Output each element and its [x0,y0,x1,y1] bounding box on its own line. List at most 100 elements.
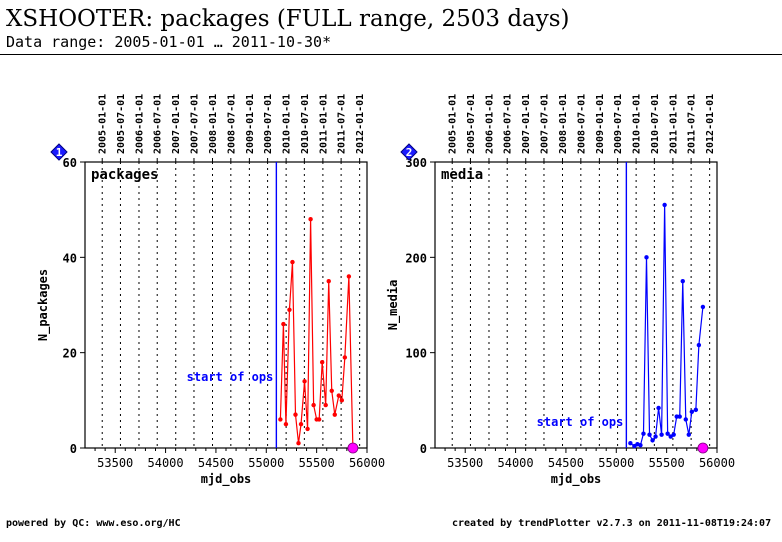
top-axis-date-label-2: 2010-07-01 [650,94,661,154]
top-axis-date-label-1: 2005-07-01 [116,94,127,154]
top-axis-date-label-1: 2008-07-01 [226,94,237,154]
data-point-2 [638,442,643,448]
top-axis-date-label-2: 2006-01-01 [484,94,495,154]
panel-label-1: packages [91,167,158,183]
data-point-2 [680,278,685,284]
data-point-2 [696,342,702,348]
top-axis-date-label-2: 2008-01-01 [558,94,569,154]
y-tick-label-1: 40 [63,251,77,265]
data-point-1 [293,412,298,417]
x-tick-label-1: 53500 [97,456,133,470]
top-axis-date-label-2: 2011-01-01 [668,94,679,154]
top-axis-date-label-2: 2005-01-01 [448,94,459,154]
data-point-1 [302,379,307,384]
data-point-2 [647,432,652,437]
data-point-2 [641,431,646,436]
data-point-1 [278,417,283,422]
start-of-ops-label-1: start of ops [187,370,274,384]
top-axis-date-label-1: 2007-01-01 [171,94,182,154]
top-axis-date-label-2: 2009-07-01 [613,94,624,154]
data-point-2 [683,417,688,422]
data-point-1 [332,412,337,417]
start-of-ops-label-2: start of ops [537,415,624,429]
data-point-2 [686,432,691,437]
panel-badge-number-1: 1 [56,146,63,159]
data-point-2 [628,441,633,446]
x-tick-label-1: 54000 [148,456,184,470]
top-axis-date-label-1: 2007-07-01 [189,94,200,154]
x-tick-label-1: 54500 [198,456,234,470]
y-tick-label-2: 100 [405,347,427,361]
data-point-2 [662,202,667,208]
data-point-1 [298,421,304,427]
top-axis-date-label-1: 2006-07-01 [153,94,164,154]
x-tick-label-1: 55500 [299,456,335,470]
data-point-1 [323,402,328,408]
y-tick-label-1: 60 [63,156,77,170]
top-axis-date-label-2: 2008-07-01 [576,94,587,154]
top-axis-date-label-1: 2005-01-01 [98,94,109,154]
top-axis-date-label-1: 2012-01-01 [355,94,366,154]
data-point-1 [339,398,345,403]
x-axis-title-1: mjd_obs [201,472,252,487]
x-tick-label-2: 55500 [649,456,685,470]
x-tick-label-2: 54000 [498,456,534,470]
top-axis-date-label-2: 2012-01-01 [705,94,716,154]
plot-frame-2 [434,161,718,449]
y-tick-label-2: 200 [405,251,427,265]
data-point-1 [336,393,341,398]
data-point-2 [671,432,676,437]
data-point-1 [287,307,292,312]
y-tick-label-1: 0 [70,442,77,456]
x-tick-label-2: 55000 [598,456,634,470]
data-point-2 [653,434,658,439]
y-tick-label-1: 20 [63,347,77,361]
top-axis-date-label-2: 2007-07-01 [539,94,550,154]
last-point-marker-2 [697,442,709,454]
top-axis-date-label-1: 2006-01-01 [134,94,145,154]
page-title: XSHOOTER: packages (FULL range, 2503 day… [6,6,570,32]
top-axis-date-label-2: 2005-07-01 [466,94,477,154]
panel-badge-number-2: 2 [406,146,413,159]
data-point-1 [326,278,331,284]
data-point-2 [659,432,664,437]
data-point-1 [281,321,286,327]
data-point-1 [316,417,322,422]
top-axis-date-label-1: 2009-01-01 [245,94,256,154]
data-point-1 [308,217,313,222]
data-point-1 [305,426,310,432]
data-point-1 [311,402,316,408]
x-tick-label-1: 56000 [349,456,385,470]
data-point-1 [319,360,325,365]
data-point-2 [656,405,661,411]
data-point-1 [283,421,289,427]
data-point-2 [677,414,682,419]
y-tick-label-2: 300 [405,156,427,170]
panel-badge-1 [50,143,68,161]
panel-badge-2 [400,143,418,161]
y-axis-title-1: N_packages [36,269,51,341]
x-tick-label-2: 53500 [447,456,483,470]
data-point-2 [650,438,655,443]
last-point-marker-1 [347,442,359,454]
y-axis-title-2: N_media [386,280,401,331]
data-point-1 [329,388,334,393]
data-point-2 [689,409,695,414]
top-axis-date-label-2: 2009-01-01 [595,94,606,154]
top-axis-date-label-2: 2006-07-01 [503,94,514,154]
x-axis-title-2: mjd_obs [551,472,602,487]
page-subtitle: Data range: 2005-01-01 … 2011-10-30* [6,33,332,51]
x-tick-label-2: 54500 [548,456,584,470]
data-point-1 [342,355,348,360]
top-axis-date-label-1: 2011-01-01 [318,94,329,154]
top-axis-date-label-2: 2010-01-01 [632,94,643,154]
data-point-2 [674,414,679,419]
panel-label-2: media [441,167,483,183]
title-divider [0,54,782,55]
data-point-1 [296,441,301,446]
top-axis-date-label-2: 2007-01-01 [521,94,532,154]
footer-powered-by: powered by QC: www.eso.org/HC [6,518,181,529]
top-axis-date-label-1: 2011-07-01 [337,94,348,154]
top-axis-date-label-1: 2010-07-01 [300,94,311,154]
top-axis-date-label-2: 2011-07-01 [687,94,698,154]
